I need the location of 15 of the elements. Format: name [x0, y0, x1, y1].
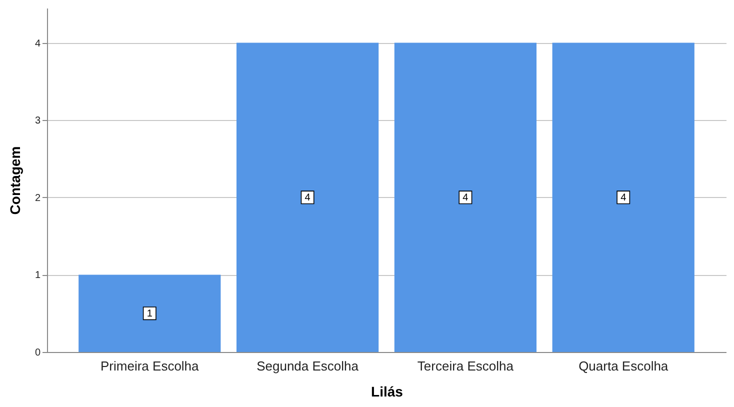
y-tick-label: 0: [34, 348, 41, 358]
data-label: 1: [146, 308, 153, 320]
data-label: 4: [462, 192, 469, 204]
data-label: 4: [304, 192, 311, 204]
x-tick-label: Quarta Escolha: [578, 358, 669, 374]
y-tick-label: 4: [34, 38, 41, 50]
y-tick-label: 3: [34, 116, 41, 127]
y-tick-label: 2: [34, 192, 41, 204]
y-tick-label: 1: [34, 270, 41, 282]
x-axis-title: Lilás: [371, 384, 404, 400]
x-tick-label: Segunda Escolha: [256, 358, 360, 374]
x-tick-label: Terceira Escolha: [417, 358, 514, 374]
data-label: 4: [620, 192, 627, 204]
y-axis-title: Contagem: [6, 146, 23, 215]
x-tick-label: Primeira Escolha: [100, 358, 200, 374]
